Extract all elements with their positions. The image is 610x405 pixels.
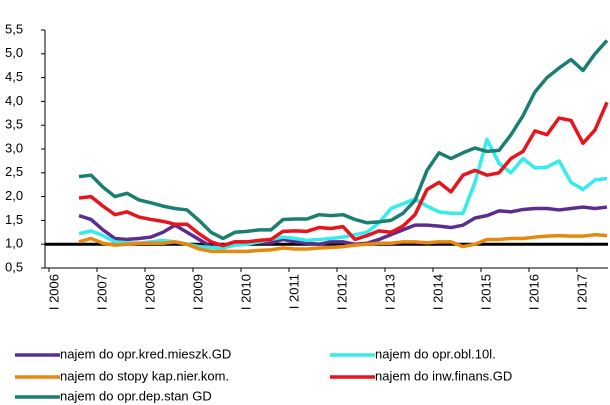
x-tick-label: I 2012 <box>334 274 349 310</box>
x-tick-label: I 2009 <box>190 274 205 310</box>
y-tick-label: 2,5 <box>5 164 23 179</box>
series-line <box>78 137 608 250</box>
y-tick-label: 0,5 <box>5 259 23 274</box>
legend-label: najem do opr.kred.mieszk.GD <box>60 346 231 361</box>
x-tick-label: I 2015 <box>478 274 493 310</box>
y-tick-label: 1,0 <box>5 236 23 251</box>
x-tick-label: I 2017 <box>574 274 589 310</box>
x-tick-label: I 2013 <box>382 274 397 310</box>
y-tick-label: 4,0 <box>5 93 23 108</box>
legend-label: najem do inw.finans.GD <box>375 368 512 383</box>
y-tick-label: 4,5 <box>5 69 23 84</box>
series-line <box>78 232 608 254</box>
x-tick-label: I 2016 <box>526 274 541 310</box>
x-tick-label: I 2010 <box>238 274 253 310</box>
series-line <box>78 39 609 241</box>
x-tick-label: I 2006 <box>46 274 61 310</box>
y-tick-label: 2,0 <box>5 188 23 203</box>
series-line <box>78 205 608 249</box>
x-tick-label: I 2008 <box>142 274 157 310</box>
x-tick-label: I 2007 <box>94 274 109 310</box>
y-tick-label: 3,0 <box>5 140 23 155</box>
y-tick-label: 1,5 <box>5 212 23 227</box>
x-tick-label: I 2011 <box>286 274 301 309</box>
legend-label: najem do opr.obl.10l. <box>375 346 496 361</box>
legend-label: najem do opr.dep.stan GD <box>60 388 212 403</box>
y-tick-label: 5,0 <box>5 45 23 60</box>
legend-label: najem do stopy kap.nier.kom. <box>60 368 229 383</box>
y-tick-label: 3,5 <box>5 117 23 132</box>
x-tick-label: I 2014 <box>430 274 445 310</box>
series-line <box>78 101 609 248</box>
y-tick-label: 5,5 <box>5 21 23 36</box>
